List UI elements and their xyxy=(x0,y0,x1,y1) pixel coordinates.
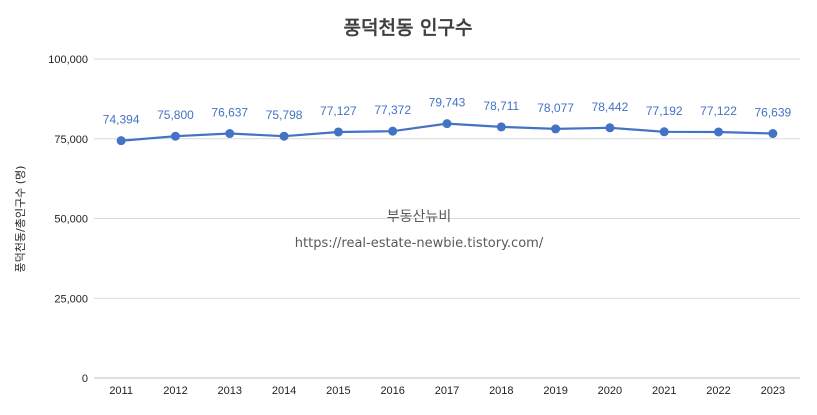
y-axis-label: 풍덕천동/총인구수 (명) xyxy=(13,166,27,273)
watermark: 부동산뉴비 https://real-estate-newbie.tistory… xyxy=(295,209,544,251)
data-label: 77,372 xyxy=(374,103,411,117)
data-point xyxy=(170,131,180,141)
x-tick-label: 2020 xyxy=(598,385,622,397)
x-tick-label: 2013 xyxy=(218,385,242,397)
data-point xyxy=(388,126,398,136)
watermark-url: https://real-estate-newbie.tistory.com/ xyxy=(295,236,544,251)
data-label: 78,077 xyxy=(537,101,574,115)
data-point xyxy=(279,131,289,141)
data-point xyxy=(659,127,669,137)
data-point xyxy=(496,122,506,132)
data-label: 77,127 xyxy=(320,104,357,118)
chart-title: 풍덕천동 인구수 xyxy=(344,17,473,39)
data-label: 78,442 xyxy=(592,100,629,114)
data-label: 74,394 xyxy=(103,113,140,127)
data-point xyxy=(442,119,452,129)
data-point xyxy=(714,127,724,137)
data-label: 78,711 xyxy=(483,99,519,113)
x-tick-label: 2016 xyxy=(380,385,404,397)
data-labels: 74,394 75,800 76,637 75,798 77,127 77,372 79,7… xyxy=(103,96,792,127)
x-tick-label: 2014 xyxy=(272,385,296,397)
x-tick-label: 2019 xyxy=(543,385,567,397)
x-tick-label: 2018 xyxy=(489,385,513,397)
y-tick-label: 50,000 xyxy=(54,214,88,226)
y-tick-label: 100,000 xyxy=(48,54,88,66)
x-tick-label: 2017 xyxy=(435,385,459,397)
data-point xyxy=(551,124,561,134)
gridlines xyxy=(94,58,800,379)
x-tick-label: 2012 xyxy=(163,385,187,397)
data-label: 79,743 xyxy=(429,96,466,110)
data-label: 77,192 xyxy=(646,104,683,118)
data-label: 75,798 xyxy=(266,108,303,122)
data-label: 76,639 xyxy=(754,106,791,120)
y-axis-ticks: 0 25,000 50,000 75,000 100,000 xyxy=(48,54,88,385)
data-point xyxy=(116,136,126,146)
data-label: 77,122 xyxy=(700,104,737,118)
y-tick-label: 0 xyxy=(82,373,88,385)
data-label: 76,637 xyxy=(211,106,248,120)
x-tick-label: 2015 xyxy=(326,385,350,397)
x-tick-label: 2022 xyxy=(706,385,730,397)
y-tick-label: 25,000 xyxy=(54,293,88,305)
x-tick-label: 2021 xyxy=(652,385,676,397)
x-tick-label: 2011 xyxy=(109,385,133,397)
series-layer xyxy=(116,119,778,146)
x-tick-label: 2023 xyxy=(761,385,785,397)
x-axis-ticks: 2011 2012 2013 2014 2015 2016 2017 2018 2019 2020… xyxy=(109,385,785,397)
data-point xyxy=(768,129,778,139)
data-point xyxy=(605,123,615,133)
watermark-name: 부동산뉴비 xyxy=(387,209,451,225)
data-label: 75,800 xyxy=(157,108,194,122)
data-point xyxy=(333,127,343,137)
data-point xyxy=(225,129,235,139)
y-tick-label: 75,000 xyxy=(54,134,88,146)
